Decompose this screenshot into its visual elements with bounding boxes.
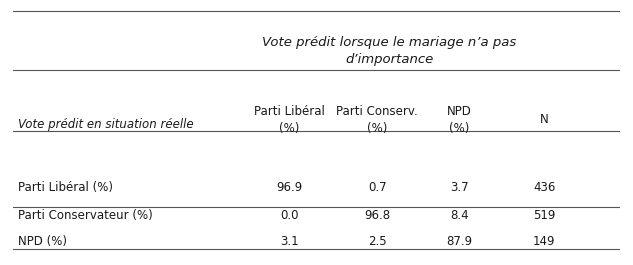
Text: Parti Libéral
(%): Parti Libéral (%) [254, 105, 325, 135]
Text: Vote prédit lorsque le mariage n’a pas
d’importance: Vote prédit lorsque le mariage n’a pas d… [262, 36, 517, 66]
Text: 87.9: 87.9 [446, 235, 472, 248]
Text: 3.1: 3.1 [280, 235, 299, 248]
Text: 436: 436 [533, 181, 556, 194]
Text: 96.9: 96.9 [276, 181, 303, 194]
Text: 96.8: 96.8 [364, 209, 391, 222]
Text: NPD (%): NPD (%) [18, 235, 66, 248]
Text: 0.7: 0.7 [368, 181, 387, 194]
Text: Vote prédit en situation réelle: Vote prédit en situation réelle [18, 118, 193, 131]
Text: 0.0: 0.0 [280, 209, 298, 222]
Text: 3.7: 3.7 [450, 181, 468, 194]
Text: NPD
(%): NPD (%) [447, 105, 472, 135]
Text: Parti Libéral (%): Parti Libéral (%) [18, 181, 113, 194]
Text: Parti Conservateur (%): Parti Conservateur (%) [18, 209, 153, 222]
Text: 519: 519 [533, 209, 556, 222]
Text: 8.4: 8.4 [450, 209, 468, 222]
Text: 2.5: 2.5 [368, 235, 387, 248]
Text: Parti Conserv.
(%): Parti Conserv. (%) [336, 105, 418, 135]
Text: 149: 149 [533, 235, 556, 248]
Text: N: N [540, 113, 549, 126]
